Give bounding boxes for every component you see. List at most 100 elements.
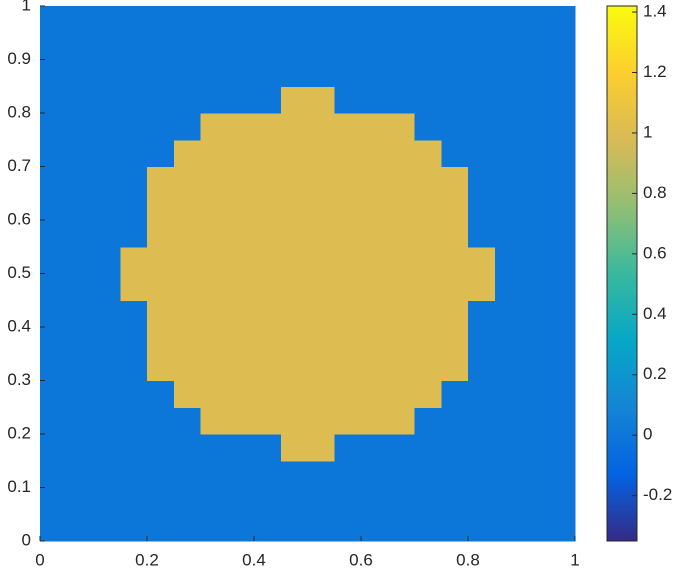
heatmap-cell <box>173 514 201 542</box>
heatmap-cell <box>93 32 121 60</box>
heatmap-cell <box>548 166 576 194</box>
heatmap-cell <box>93 380 121 408</box>
heatmap-cell <box>40 514 68 542</box>
heatmap-cell <box>307 6 335 34</box>
heatmap-cell <box>227 380 255 408</box>
heatmap-cell <box>200 166 228 194</box>
heatmap-cell <box>200 6 228 34</box>
heatmap-cell <box>120 407 148 435</box>
heatmap-cell <box>254 407 282 435</box>
heatmap-cell <box>254 514 282 542</box>
heatmap-cell <box>387 113 415 141</box>
heatmap-cell <box>387 487 415 515</box>
heatmap-cell <box>361 407 389 435</box>
heatmap-cell <box>147 380 175 408</box>
heatmap-cell <box>227 460 255 488</box>
heatmap-cell <box>334 380 362 408</box>
heatmap-cell <box>66 434 94 462</box>
heatmap-cell <box>468 59 496 87</box>
heatmap-cell <box>521 273 549 301</box>
heatmap-cell <box>361 113 389 141</box>
heatmap-cell <box>40 380 68 408</box>
heatmap-cell <box>120 434 148 462</box>
heatmap-cell <box>66 86 94 114</box>
heatmap-cell <box>120 139 148 167</box>
heatmap-cell <box>173 273 201 301</box>
heatmap-cell <box>120 353 148 381</box>
heatmap-cell <box>521 434 549 462</box>
heatmap-cell <box>307 380 335 408</box>
heatmap-cell <box>387 59 415 87</box>
heatmap-cell <box>468 139 496 167</box>
heatmap-cell <box>334 407 362 435</box>
heatmap-cell <box>521 460 549 488</box>
heatmap-cell <box>280 514 308 542</box>
heatmap-cell <box>93 139 121 167</box>
heatmap-cell <box>66 273 94 301</box>
heatmap-cell <box>254 300 282 328</box>
heatmap-cell <box>40 6 68 34</box>
y-tick-label: 1 <box>22 0 31 14</box>
heatmap-cell <box>200 273 228 301</box>
heatmap-cell <box>334 300 362 328</box>
heatmap-cell <box>173 407 201 435</box>
heatmap-cell <box>147 434 175 462</box>
heatmap-cell <box>494 460 522 488</box>
heatmap-cell <box>521 353 549 381</box>
heatmap-cell <box>40 327 68 355</box>
heatmap-cell <box>93 353 121 381</box>
heatmap-cell <box>173 327 201 355</box>
heatmap-cell <box>334 487 362 515</box>
heatmap-cell <box>334 246 362 274</box>
heatmap-cell <box>93 460 121 488</box>
heatmap-cell <box>414 434 442 462</box>
heatmap-cell <box>254 86 282 114</box>
heatmap-cell <box>120 327 148 355</box>
heatmap-cell <box>521 220 549 248</box>
heatmap-cell <box>494 193 522 221</box>
heatmap-cell <box>200 113 228 141</box>
heatmap-cell <box>387 220 415 248</box>
heatmap-cell <box>147 246 175 274</box>
heatmap-cell <box>468 246 496 274</box>
heatmap-cell <box>254 113 282 141</box>
heatmap-cell <box>361 59 389 87</box>
heatmap-cell <box>254 139 282 167</box>
heatmap-cell <box>494 353 522 381</box>
heatmap-cell <box>147 139 175 167</box>
heatmap-cell <box>227 487 255 515</box>
heatmap-cell <box>40 113 68 141</box>
heatmap-cell <box>361 514 389 542</box>
heatmap-cell <box>387 273 415 301</box>
heatmap-cell <box>200 193 228 221</box>
heatmap-cell <box>468 487 496 515</box>
heatmap-cell <box>334 166 362 194</box>
heatmap-cell <box>173 220 201 248</box>
heatmap-cell <box>361 166 389 194</box>
heatmap-cell <box>387 246 415 274</box>
heatmap-cell <box>227 300 255 328</box>
heatmap-cell <box>361 300 389 328</box>
heatmap-cell <box>227 32 255 60</box>
heatmap-cell <box>120 166 148 194</box>
heatmap-cell <box>200 59 228 87</box>
heatmap-cell <box>548 327 576 355</box>
heatmap-cell <box>494 86 522 114</box>
heatmap-cell <box>361 32 389 60</box>
heatmap-cell <box>494 59 522 87</box>
heatmap-cell <box>414 193 442 221</box>
heatmap-cell <box>227 86 255 114</box>
heatmap-cell <box>361 193 389 221</box>
heatmap-cell <box>548 139 576 167</box>
heatmap-cell <box>414 166 442 194</box>
heatmap-cell <box>468 220 496 248</box>
heatmap-cell <box>280 353 308 381</box>
heatmap-cell <box>414 300 442 328</box>
x-tick-label: 0.4 <box>242 550 266 569</box>
heatmap-cell <box>66 166 94 194</box>
heatmap-cell <box>280 166 308 194</box>
heatmap-cell <box>147 407 175 435</box>
heatmap-cell <box>548 353 576 381</box>
heatmap-cell <box>548 32 576 60</box>
heatmap-cell <box>227 434 255 462</box>
